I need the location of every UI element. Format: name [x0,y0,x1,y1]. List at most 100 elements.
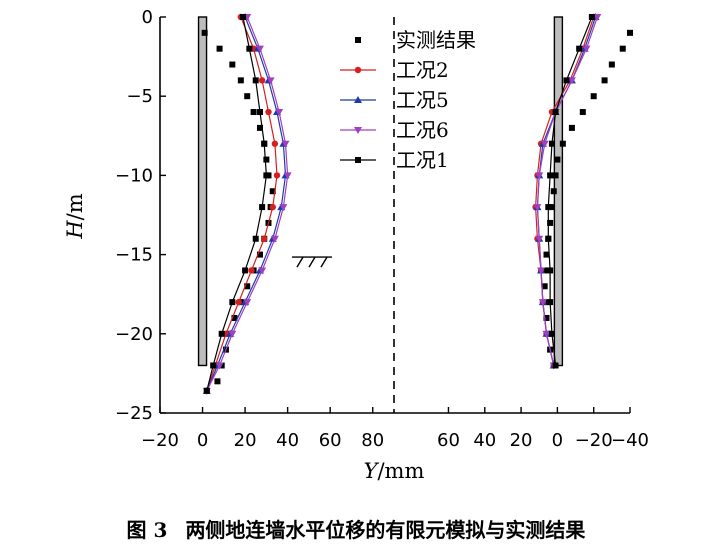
data-point-left [265,108,272,116]
data-point-right [535,235,544,243]
legend-label: 工况5 [396,88,449,112]
axes: 0−5−10−15−20−25−20 0 20 40 60 80 60 40 20 0 −20−40 [115,7,649,451]
y-tick-label: −10 [115,165,153,186]
x-tick-label: 20 [234,430,257,451]
x-axis-title-unit: /mm [377,459,424,483]
data-point-left [248,267,255,274]
y-tick-label: −25 [115,403,153,424]
data-point-left [261,140,268,147]
data-point-right [542,330,551,338]
data-point-right [568,124,575,131]
series-layer [201,13,633,395]
data-point-right [576,45,583,52]
data-point-left [229,61,236,68]
data-point-left [242,267,249,274]
legend-marker [354,127,362,134]
data-point-left [244,283,251,290]
x-tick-label: −40 [611,430,649,451]
data-point-right [547,299,554,306]
y-tick-label: −20 [115,324,153,345]
data-point-left [275,109,284,117]
data-point-right [552,362,559,369]
series-line-right [536,16,598,366]
x-tick-label: 0 [552,430,563,451]
data-point-left [256,251,263,258]
data-point-right [627,29,633,36]
x-tick-label: 40 [276,430,299,451]
data-point-right [541,283,548,290]
data-point-left [201,29,208,36]
left-wall [197,16,208,367]
data-point-left [252,77,259,84]
data-point-left [256,124,263,131]
x-tick-label: −20 [575,430,613,451]
series-5 [203,14,595,394]
data-point-right [543,251,550,258]
series-4 [202,14,602,395]
data-point-right [537,267,546,275]
data-point-left [229,299,236,306]
data-point-right [547,219,554,226]
ground-hatch [320,256,328,268]
x-tick-label: 40 [473,430,496,451]
x-tick-label: 60 [437,430,460,451]
data-point-left [258,267,267,275]
legend-label: 实测结果 [396,28,476,52]
data-point-right [579,109,586,116]
data-point-right [567,77,576,85]
data-point-left [250,109,257,116]
data-point-right [582,45,591,53]
data-point-left [259,204,266,211]
data-point-left [237,77,244,84]
data-point-right [550,188,557,195]
data-point-left [283,172,292,180]
ground-hatch [308,256,316,268]
data-point-left [273,172,281,179]
data-point-right [588,14,595,20]
series-line-right [536,16,597,366]
legend-label: 工况1 [396,148,449,172]
data-point-left [256,109,263,116]
series-line-right [547,16,593,366]
y-axis-title: H/m [63,193,87,239]
data-point-left [252,235,259,242]
data-point-left [215,362,224,370]
data-point-right [608,61,615,68]
data-point-left [266,77,275,85]
figure-caption-text: 两侧地连墙水平位移的有限元模拟与实测结果 [185,518,585,542]
y-tick-label: −15 [115,245,153,266]
data-point-right [552,109,559,116]
x-axis-title: Y/mm [364,459,425,483]
data-point-left [235,298,242,306]
data-point-left [244,93,251,100]
series-line-left [206,16,267,391]
data-point-right [535,172,544,180]
y-axis-title-unit: /m [63,193,87,220]
data-point-left [246,45,253,52]
x-axis-title-var: Y [364,459,380,483]
data-point-left [269,188,276,195]
plot-area: 0−5−10−15−20−25−20 0 20 40 60 80 60 40 20 0 −20−40… [115,7,649,451]
data-point-right [590,93,597,100]
data-point-right [593,14,602,21]
y-tick-label: −5 [126,86,153,107]
legend-marker [355,37,361,43]
data-point-right [547,172,554,179]
ground-hatch [296,256,304,268]
data-point-left [279,204,288,212]
data-point-left [203,387,210,394]
data-point-left [281,140,290,148]
legend-marker [354,66,362,74]
y-axis-title-var: H [63,220,87,240]
data-point-right [619,45,626,52]
x-tick-label: 80 [361,430,384,451]
data-point-right [540,140,549,148]
data-point-left [258,77,266,84]
data-point-right [541,267,548,274]
data-point-left [243,299,252,307]
data-point-left [214,378,221,385]
data-point-right [545,204,552,211]
data-point-left [218,330,225,337]
